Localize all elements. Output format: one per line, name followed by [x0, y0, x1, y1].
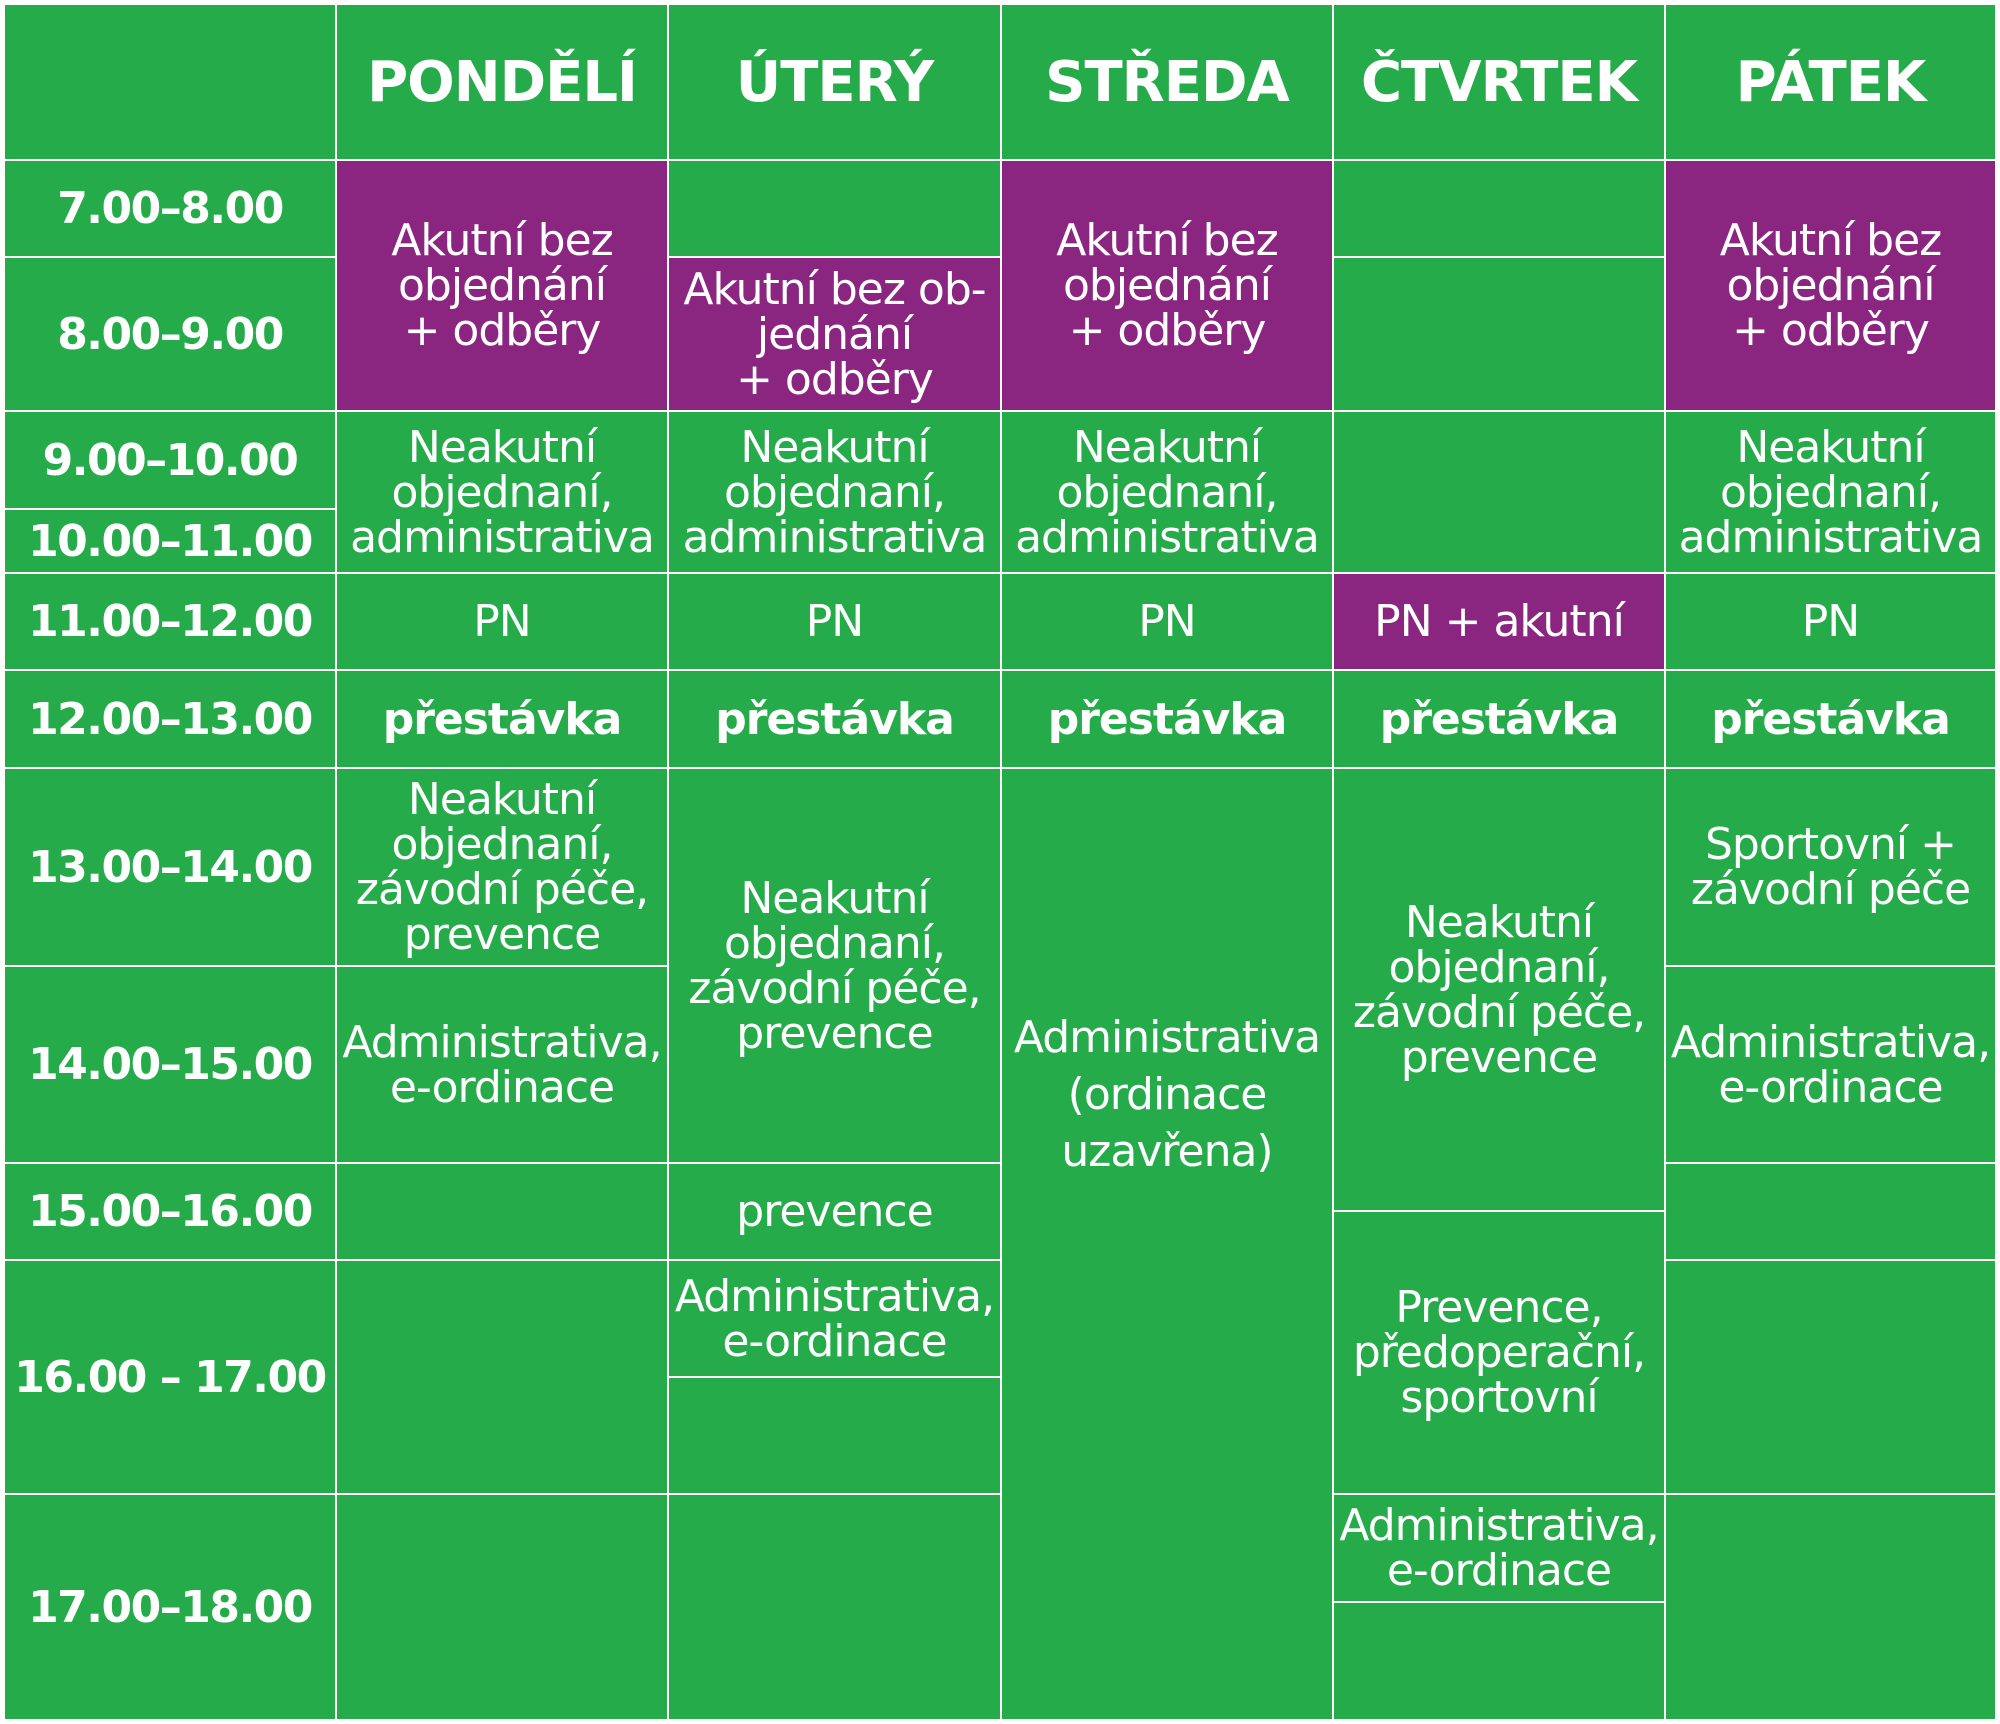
thursday-non-acute-occupational-block: Neakutní objednaní, závodní péče, preven… — [1333, 768, 1665, 1211]
time-slot: 12.00–13.00 — [4, 670, 336, 768]
wednesday-non-acute-block: Neakutní objednaní, administrativa — [1001, 411, 1333, 573]
header-friday: PÁTEK — [1665, 4, 1996, 160]
monday-pn-block: PN — [336, 573, 668, 670]
wednesday-acute-block: Akutní bez objednání + odběry — [1001, 160, 1333, 411]
thursday-admin-block: Administrativa, e-ordinace — [1333, 1494, 1665, 1602]
friday-pn-block: PN — [1665, 573, 1996, 670]
tuesday-admin-block: Administrativa, e-ordinace — [668, 1260, 1001, 1377]
tuesday-empty-block — [668, 1377, 1001, 1494]
time-slot: 9.00–10.00 — [4, 411, 336, 509]
tuesday-prevention-block: prevence — [668, 1163, 1001, 1260]
friday-empty-block — [1665, 1260, 1996, 1494]
thursday-empty-block — [1333, 411, 1665, 573]
friday-sports-occupational-block: Sportovní + závodní péče — [1665, 768, 1996, 966]
time-slot: 15.00–16.00 — [4, 1163, 336, 1260]
tuesday-empty-block — [668, 1494, 1001, 1720]
thursday-prevention-preop-block: Prevence, předoperační, sportovní — [1333, 1211, 1665, 1494]
wednesday-closed-block: Administrativa (ordinace uzavřena) — [1001, 768, 1333, 1720]
time-slot: 10.00–11.00 — [4, 509, 336, 573]
tuesday-break-block: přestávka — [668, 670, 1001, 768]
monday-admin-block: Administrativa, e-ordinace — [336, 966, 668, 1163]
tuesday-pn-block: PN — [668, 573, 1001, 670]
tuesday-non-acute-occupational-block: Neakutní objednaní, závodní péče, preven… — [668, 768, 1001, 1163]
time-slot: 14.00–15.00 — [4, 966, 336, 1163]
header-wednesday: STŘEDA — [1001, 4, 1333, 160]
time-slot: 7.00–8.00 — [4, 160, 336, 257]
tuesday-non-acute-block: Neakutní objednaní, administrativa — [668, 411, 1001, 573]
time-slot: 8.00–9.00 — [4, 257, 336, 411]
thursday-empty-block — [1333, 1602, 1665, 1720]
monday-break-block: přestávka — [336, 670, 668, 768]
monday-acute-block: Akutní bez objednání + odběry — [336, 160, 668, 411]
header-monday: PONDĚLÍ — [336, 4, 668, 160]
friday-break-block: přestávka — [1665, 670, 1996, 768]
tuesday-empty-block — [668, 160, 1001, 257]
monday-non-acute-occupational-block: Neakutní objednaní, závodní péče, preven… — [336, 768, 668, 966]
friday-empty-block — [1665, 1163, 1996, 1260]
wednesday-pn-block: PN — [1001, 573, 1333, 670]
thursday-pn-acute-block: PN + akutní — [1333, 573, 1665, 670]
monday-empty-block — [336, 1260, 668, 1494]
friday-acute-block: Akutní bez objednání + odběry — [1665, 160, 1996, 411]
monday-non-acute-block: Neakutní objednaní, administrativa — [336, 411, 668, 573]
tuesday-acute-block: Akutní bez ob- jednání + odběry — [668, 257, 1001, 411]
time-slot: 17.00–18.00 — [4, 1494, 336, 1720]
time-slot: 16.00 – 17.00 — [4, 1260, 336, 1494]
monday-empty-block — [336, 1163, 668, 1260]
thursday-empty-block — [1333, 257, 1665, 411]
header-corner — [4, 4, 336, 160]
friday-admin-block: Administrativa, e-ordinace — [1665, 966, 1996, 1163]
monday-empty-block — [336, 1494, 668, 1720]
time-slot: 13.00–14.00 — [4, 768, 336, 966]
friday-empty-block — [1665, 1494, 1996, 1720]
thursday-empty-block — [1333, 160, 1665, 257]
time-slot: 11.00–12.00 — [4, 573, 336, 670]
wednesday-break-block: přestávka — [1001, 670, 1333, 768]
thursday-break-block: přestávka — [1333, 670, 1665, 768]
header-tuesday: ÚTERÝ — [668, 4, 1001, 160]
friday-non-acute-block: Neakutní objednaní, administrativa — [1665, 411, 1996, 573]
header-thursday: ČTVRTEK — [1333, 4, 1665, 160]
